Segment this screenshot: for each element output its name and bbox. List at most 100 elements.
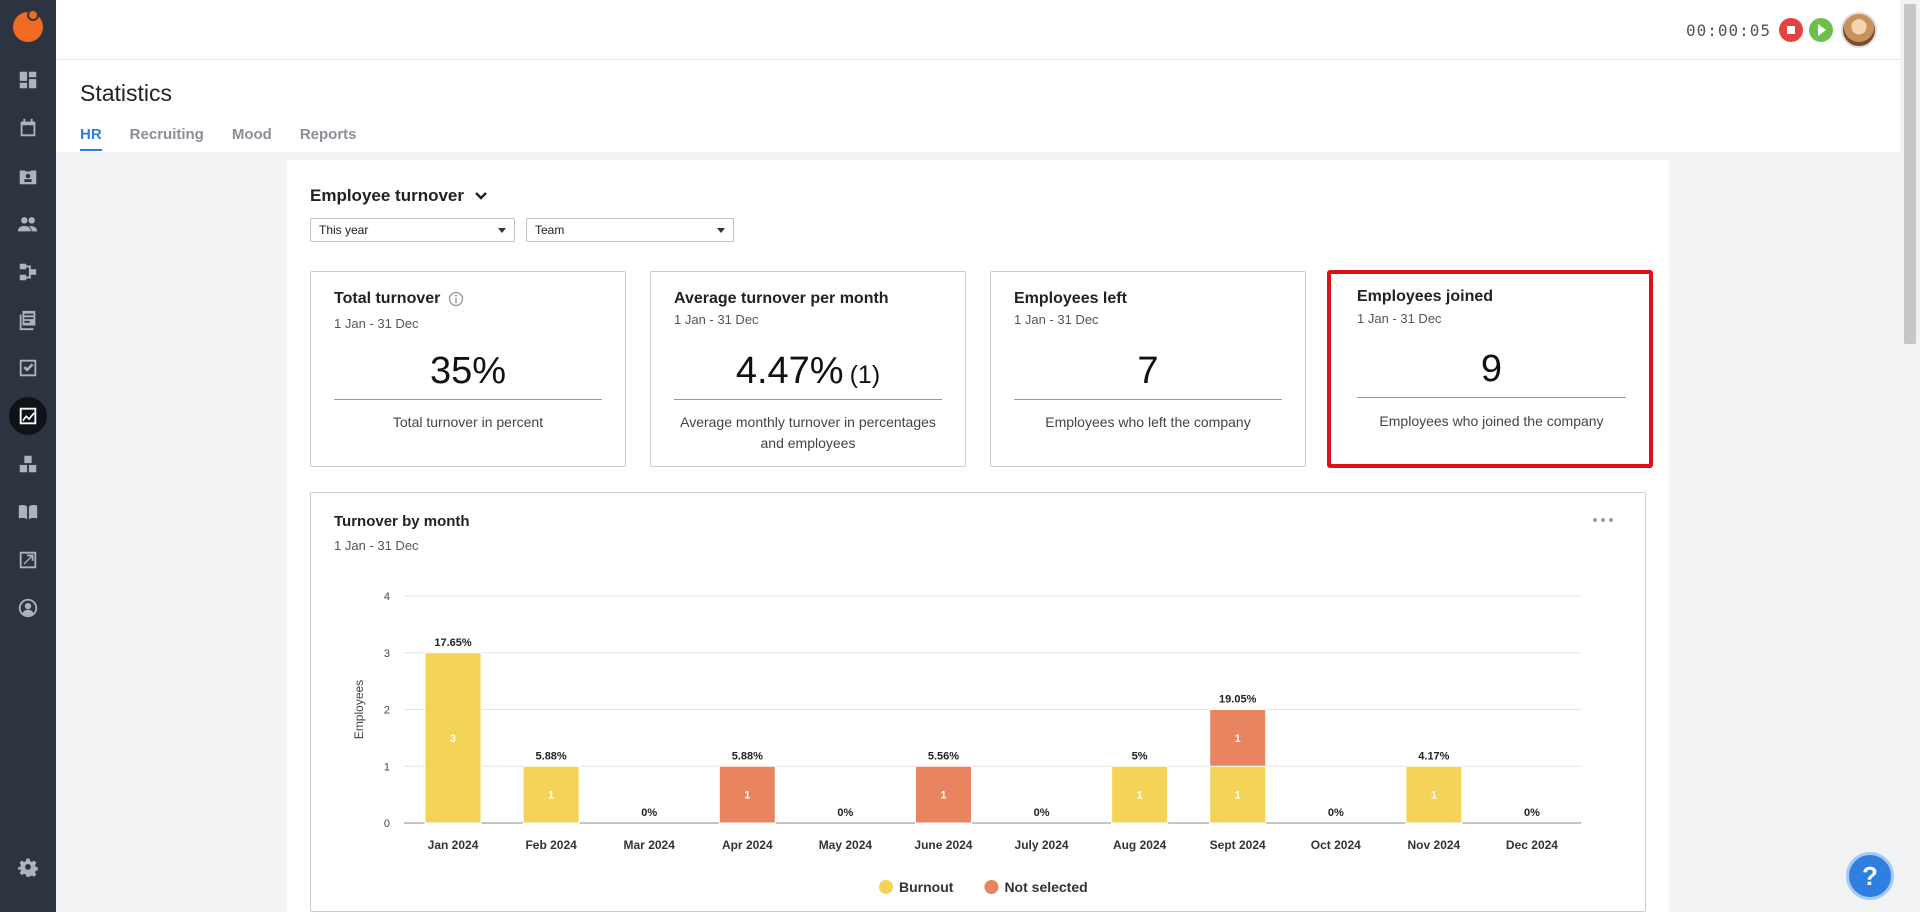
stat-title: Average turnover per month xyxy=(674,290,889,307)
bar-percent-label: 5.56% xyxy=(928,750,959,762)
caret-down-icon xyxy=(498,228,506,233)
period-select-value: This year xyxy=(319,223,369,237)
stat-title: Employees left xyxy=(1014,290,1127,307)
y-tick-label: 1 xyxy=(384,761,390,773)
bar-segment xyxy=(718,765,776,824)
bar-percent-label: 5% xyxy=(1132,750,1148,762)
hierarchy-icon[interactable] xyxy=(16,260,40,284)
profile-icon[interactable] xyxy=(16,596,40,620)
stop-timer-button[interactable] xyxy=(1779,18,1803,42)
stat-range: 1 Jan - 31 Dec xyxy=(334,316,419,331)
x-tick-label: July 2024 xyxy=(1015,838,1069,852)
bar-value-label: 1 xyxy=(548,790,554,802)
legend-marker xyxy=(879,880,893,894)
bar-percent-label: 0% xyxy=(1328,807,1344,819)
stat-description: Average monthly turnover in percentages … xyxy=(680,414,936,451)
avatar[interactable] xyxy=(1841,12,1877,48)
bar-segment xyxy=(1209,709,1267,767)
stat-title: Total turnover xyxy=(334,290,441,307)
x-tick-label: Apr 2024 xyxy=(722,838,773,852)
page-scrollbar[interactable] xyxy=(1900,0,1920,912)
stat-value: 35% xyxy=(429,350,507,392)
info-icon[interactable] xyxy=(448,291,464,307)
y-tick-label: 4 xyxy=(384,591,390,603)
stat-value-count: (1) xyxy=(849,361,881,389)
page-header: Statistics HR Recruiting Mood Reports xyxy=(56,60,1900,152)
stat-title: Employees joined xyxy=(1357,288,1494,305)
chart-title: Turnover by month xyxy=(334,513,470,530)
period-select[interactable]: This year xyxy=(310,218,515,242)
start-timer-button[interactable] xyxy=(1809,18,1833,42)
page-title: Statistics xyxy=(80,80,173,106)
stat-range: 1 Jan - 31 Dec xyxy=(1357,311,1442,326)
top-bar: 00:00:05 xyxy=(56,0,1920,60)
x-tick-label: Dec 2024 xyxy=(1506,838,1558,852)
book-icon[interactable] xyxy=(16,500,40,524)
stat-title-wrap: Total turnover xyxy=(334,290,464,308)
bar-percent-label: 19.05% xyxy=(1219,694,1257,706)
stat-value-wrap: 4.47% (1) xyxy=(674,350,942,400)
scrollbar-thumb[interactable] xyxy=(1904,4,1916,344)
x-tick-label: Mar 2024 xyxy=(624,838,676,852)
x-tick-label: May 2024 xyxy=(819,838,873,852)
bar-segment xyxy=(914,765,972,824)
settings-icon[interactable] xyxy=(16,856,40,880)
caret-down-icon xyxy=(717,228,725,233)
team-select[interactable]: Team xyxy=(526,218,734,242)
tab-mood[interactable]: Mood xyxy=(231,126,272,143)
badge-icon[interactable] xyxy=(16,164,40,188)
section-title-dropdown[interactable]: Employee turnover xyxy=(310,186,488,206)
y-tick-label: 3 xyxy=(384,648,390,660)
legend-marker xyxy=(984,880,999,894)
y-tick-label: 0 xyxy=(384,818,390,830)
boxes-icon[interactable] xyxy=(16,452,40,476)
chevron-down-icon xyxy=(475,192,487,200)
tab-recruiting[interactable]: Recruiting xyxy=(129,126,204,143)
stat-card-average-turnover: Average turnover per month 1 Jan - 31 De… xyxy=(650,271,966,467)
stat-value: 4.47% xyxy=(735,350,844,392)
stat-description: Employees who joined the company xyxy=(1379,413,1604,429)
stat-description: Total turnover in percent xyxy=(392,414,544,430)
stat-value-wrap: 7 xyxy=(1014,350,1282,400)
legend-label: Burnout xyxy=(899,879,954,895)
more-options-icon[interactable] xyxy=(1591,515,1615,525)
stat-value: 9 xyxy=(1480,348,1503,390)
bar-value-label: 1 xyxy=(1235,790,1241,802)
help-button[interactable]: ? xyxy=(1846,852,1894,900)
statistics-icon[interactable] xyxy=(9,397,47,435)
sidebar xyxy=(0,0,56,912)
bar-segment xyxy=(522,765,580,824)
bar-value-label: 1 xyxy=(1137,790,1143,802)
turnover-by-month-card: 0 1 2 3 4 Employees 3 17.65% Jan 2024 1 5.88% Feb 2… xyxy=(310,492,1646,912)
x-tick-label: June 2024 xyxy=(914,838,972,852)
y-tick-label: 2 xyxy=(384,705,390,717)
bar-percent-label: 0% xyxy=(837,807,853,819)
bar-value-label: 3 xyxy=(450,733,456,745)
x-tick-label: Nov 2024 xyxy=(1408,838,1461,852)
tab-bar: HR Recruiting Mood Reports xyxy=(80,126,385,151)
bar-percent-label: 0% xyxy=(641,807,657,819)
documents-icon[interactable] xyxy=(16,308,40,332)
bar-value-label: 1 xyxy=(744,790,750,802)
x-tick-label: Aug 2024 xyxy=(1113,838,1167,852)
stat-description: Employees who left the company xyxy=(1045,414,1251,430)
reports-icon[interactable] xyxy=(16,548,40,572)
dashboard-icon[interactable] xyxy=(16,68,40,92)
x-tick-label: Sept 2024 xyxy=(1210,838,1266,852)
bar-segment xyxy=(1111,765,1169,824)
team-select-value: Team xyxy=(535,223,565,237)
app-logo[interactable] xyxy=(13,9,43,42)
tab-hr[interactable]: HR xyxy=(80,126,102,151)
bar-value-label: 1 xyxy=(1235,733,1241,745)
calendar-icon[interactable] xyxy=(16,116,40,140)
x-tick-label: Jan 2024 xyxy=(428,838,479,852)
y-axis-label: Employees xyxy=(352,680,366,739)
checklist-icon[interactable] xyxy=(16,356,40,380)
people-icon[interactable] xyxy=(16,212,40,236)
x-tick-label: Oct 2024 xyxy=(1311,838,1361,852)
tab-reports[interactable]: Reports xyxy=(299,126,357,143)
stat-card-employees-joined: Employees joined 1 Jan - 31 Dec 9 Employ… xyxy=(1327,270,1653,468)
stat-value: 7 xyxy=(1137,350,1159,392)
stat-card-employees-left: Employees left 1 Jan - 31 Dec 7 Employee… xyxy=(990,271,1306,467)
bar-value-label: 1 xyxy=(1431,790,1437,802)
